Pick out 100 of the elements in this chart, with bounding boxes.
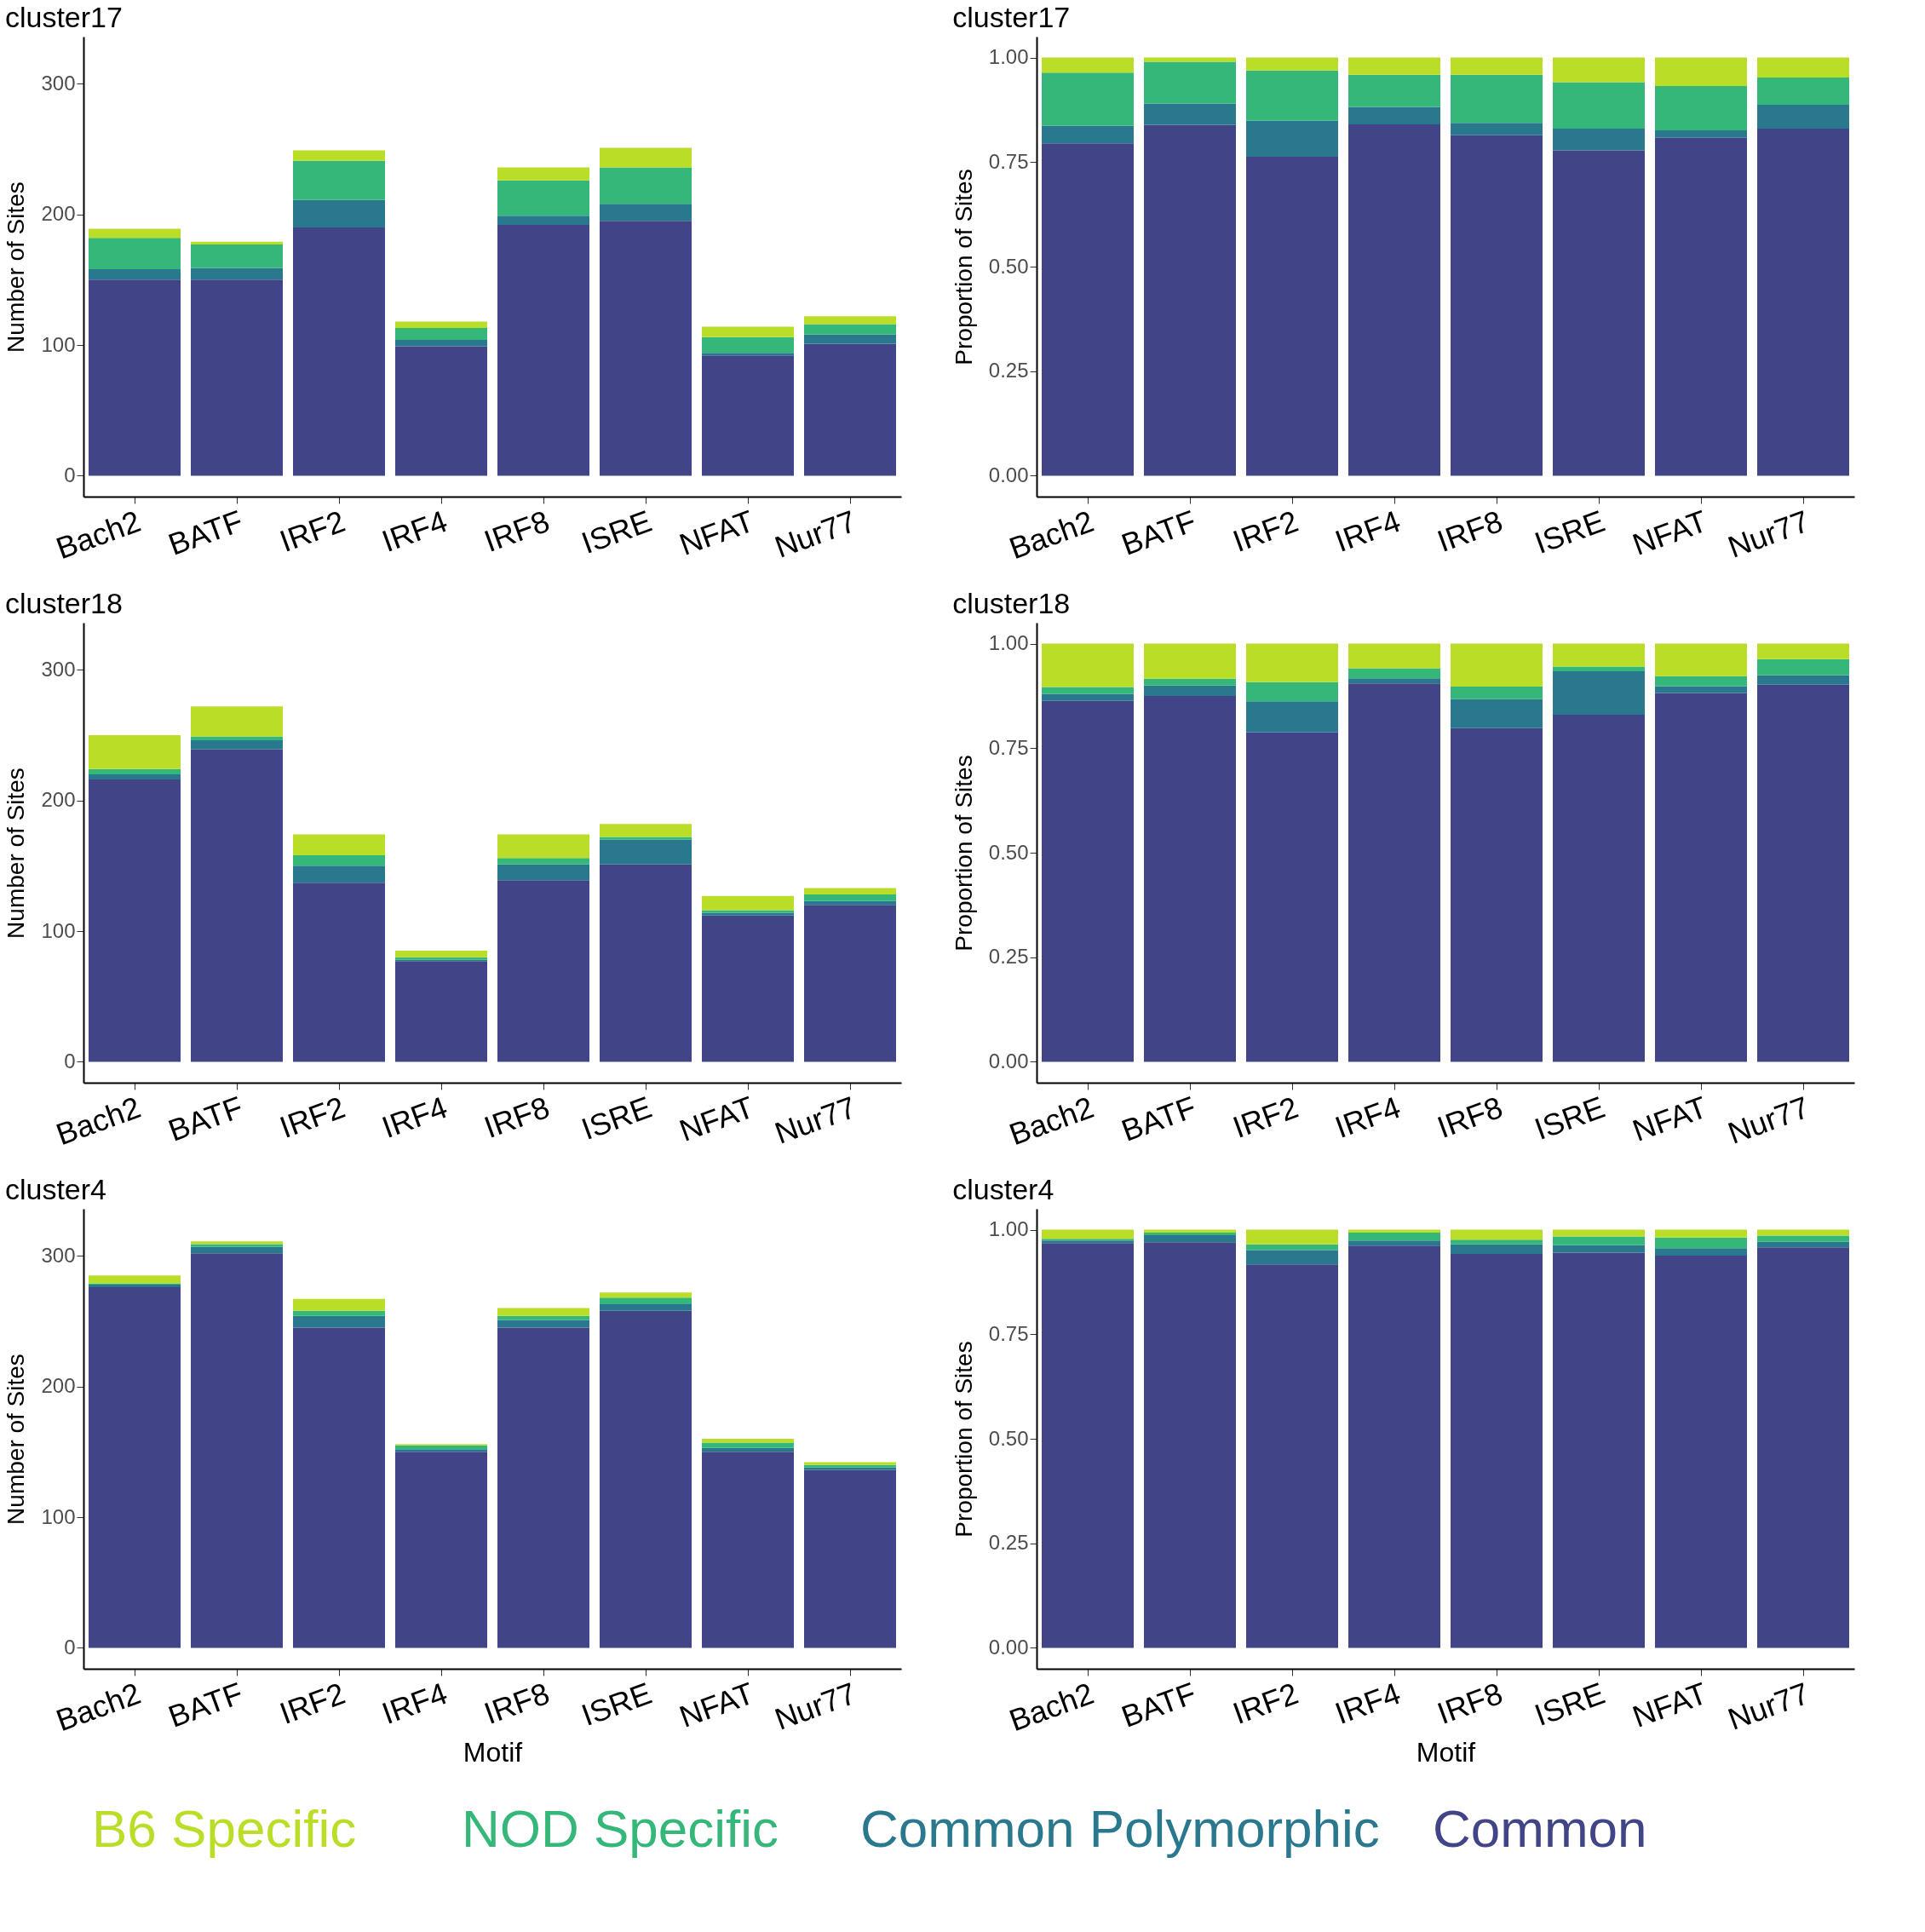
- bar: [293, 855, 385, 866]
- bar: [600, 864, 692, 1062]
- bar: [1042, 700, 1134, 1062]
- chart-title: cluster17: [4, 1, 123, 33]
- bar: [1757, 684, 1849, 1062]
- bar: [1757, 1241, 1849, 1248]
- x-tick-label: NFAT: [675, 1089, 759, 1148]
- x-tick-label: IRF4: [376, 503, 452, 560]
- bar: [600, 1303, 692, 1311]
- bar: [1246, 1244, 1338, 1251]
- bar: [804, 324, 896, 335]
- y-tick-label: 100: [41, 1504, 76, 1528]
- bar: [497, 880, 589, 1062]
- bar: [1451, 1229, 1543, 1240]
- y-tick-label: 0.75: [988, 735, 1029, 759]
- y-tick-label: 100: [41, 918, 76, 942]
- bar: [702, 895, 794, 911]
- text: B6 Specific: [92, 1799, 357, 1858]
- y-tick-label: 0.00: [988, 1049, 1029, 1072]
- x-tick-label: BATF: [1117, 1089, 1201, 1148]
- bar: [702, 1439, 794, 1443]
- x-tick-label: IRF2: [1227, 1675, 1303, 1732]
- bar: [702, 326, 794, 337]
- y-tick-label: 1.00: [988, 45, 1029, 69]
- bar: [1042, 125, 1134, 144]
- bar: [1553, 643, 1645, 667]
- bar: [1655, 129, 1747, 138]
- bar: [600, 204, 692, 221]
- bar: [1553, 150, 1645, 476]
- x-tick-label: IRF2: [1227, 1089, 1303, 1146]
- bar: [600, 837, 692, 840]
- bar: [1246, 70, 1338, 121]
- bar: [804, 316, 896, 325]
- bar: [1246, 1250, 1338, 1265]
- x-tick-label: Nur77: [1723, 1675, 1814, 1737]
- bar: [293, 1327, 385, 1648]
- bar: [804, 905, 896, 1062]
- x-tick-label: IRF4: [376, 1089, 452, 1146]
- x-tick-label: IRF8: [479, 1089, 555, 1146]
- text: Common: [1433, 1799, 1647, 1858]
- bar: [1042, 72, 1134, 126]
- bar: [497, 1327, 589, 1648]
- bar: [1757, 643, 1849, 659]
- bar: [804, 1469, 896, 1648]
- bar: [1553, 1245, 1645, 1253]
- bar: [1655, 676, 1747, 687]
- bar: [191, 279, 283, 476]
- x-tick-label: NFAT: [1628, 503, 1712, 562]
- bar: [600, 1310, 692, 1648]
- y-tick-label: 0: [64, 463, 76, 486]
- bar: [1553, 82, 1645, 129]
- bar: [497, 1320, 589, 1328]
- x-tick-label: Bach2: [1004, 1675, 1099, 1739]
- bar: [1042, 1229, 1134, 1239]
- y-tick-label: 300: [41, 1243, 76, 1267]
- x-tick-label: IRF8: [1432, 1675, 1508, 1732]
- y-tick-label: 1.00: [988, 631, 1029, 655]
- bar: [1451, 1244, 1543, 1255]
- bar: [1348, 106, 1440, 125]
- y-tick-label: 100: [41, 332, 76, 356]
- x-tick-label: IRF4: [1330, 503, 1405, 560]
- bar: [1348, 668, 1440, 679]
- x-tick-label: Nur77: [1723, 503, 1814, 565]
- bar: [1144, 61, 1236, 104]
- x-tick-label: Nur77: [770, 1675, 861, 1737]
- bar: [1042, 693, 1134, 701]
- y-tick-label: 0.75: [988, 149, 1029, 173]
- bar: [702, 353, 794, 356]
- bar: [497, 180, 589, 216]
- bar: [1246, 701, 1338, 733]
- y-axis-title: Proportion of Sites: [950, 169, 977, 365]
- bar: [1553, 1252, 1645, 1648]
- bar: [1553, 670, 1645, 715]
- x-tick-label: IRF4: [1330, 1675, 1405, 1732]
- bar: [702, 1442, 794, 1448]
- chart-title: cluster18: [4, 587, 123, 619]
- bar: [1451, 57, 1543, 75]
- y-tick-label: 300: [41, 71, 76, 95]
- x-tick-label: IRF4: [1330, 1089, 1405, 1146]
- x-tick-label: IRF2: [274, 1089, 350, 1146]
- bar: [1451, 123, 1543, 135]
- bar: [191, 267, 283, 280]
- bar: [702, 915, 794, 1062]
- y-tick-label: 0.50: [988, 1426, 1029, 1450]
- x-axis-title: Motif: [463, 1737, 523, 1768]
- bar: [191, 1253, 283, 1648]
- bar: [1042, 57, 1134, 73]
- bar: [1348, 1240, 1440, 1246]
- x-tick-label: NFAT: [675, 503, 759, 562]
- x-tick-label: BATF: [164, 1675, 248, 1734]
- bar: [702, 355, 794, 476]
- bar: [600, 1297, 692, 1304]
- bar: [1451, 643, 1543, 687]
- y-axis-title: Number of Sites: [3, 181, 30, 353]
- y-tick-label: 0.75: [988, 1321, 1029, 1345]
- bar: [1348, 1245, 1440, 1648]
- bar: [395, 346, 487, 476]
- bar: [1757, 1235, 1849, 1242]
- bar: [1757, 78, 1849, 106]
- bar: [1144, 1242, 1236, 1648]
